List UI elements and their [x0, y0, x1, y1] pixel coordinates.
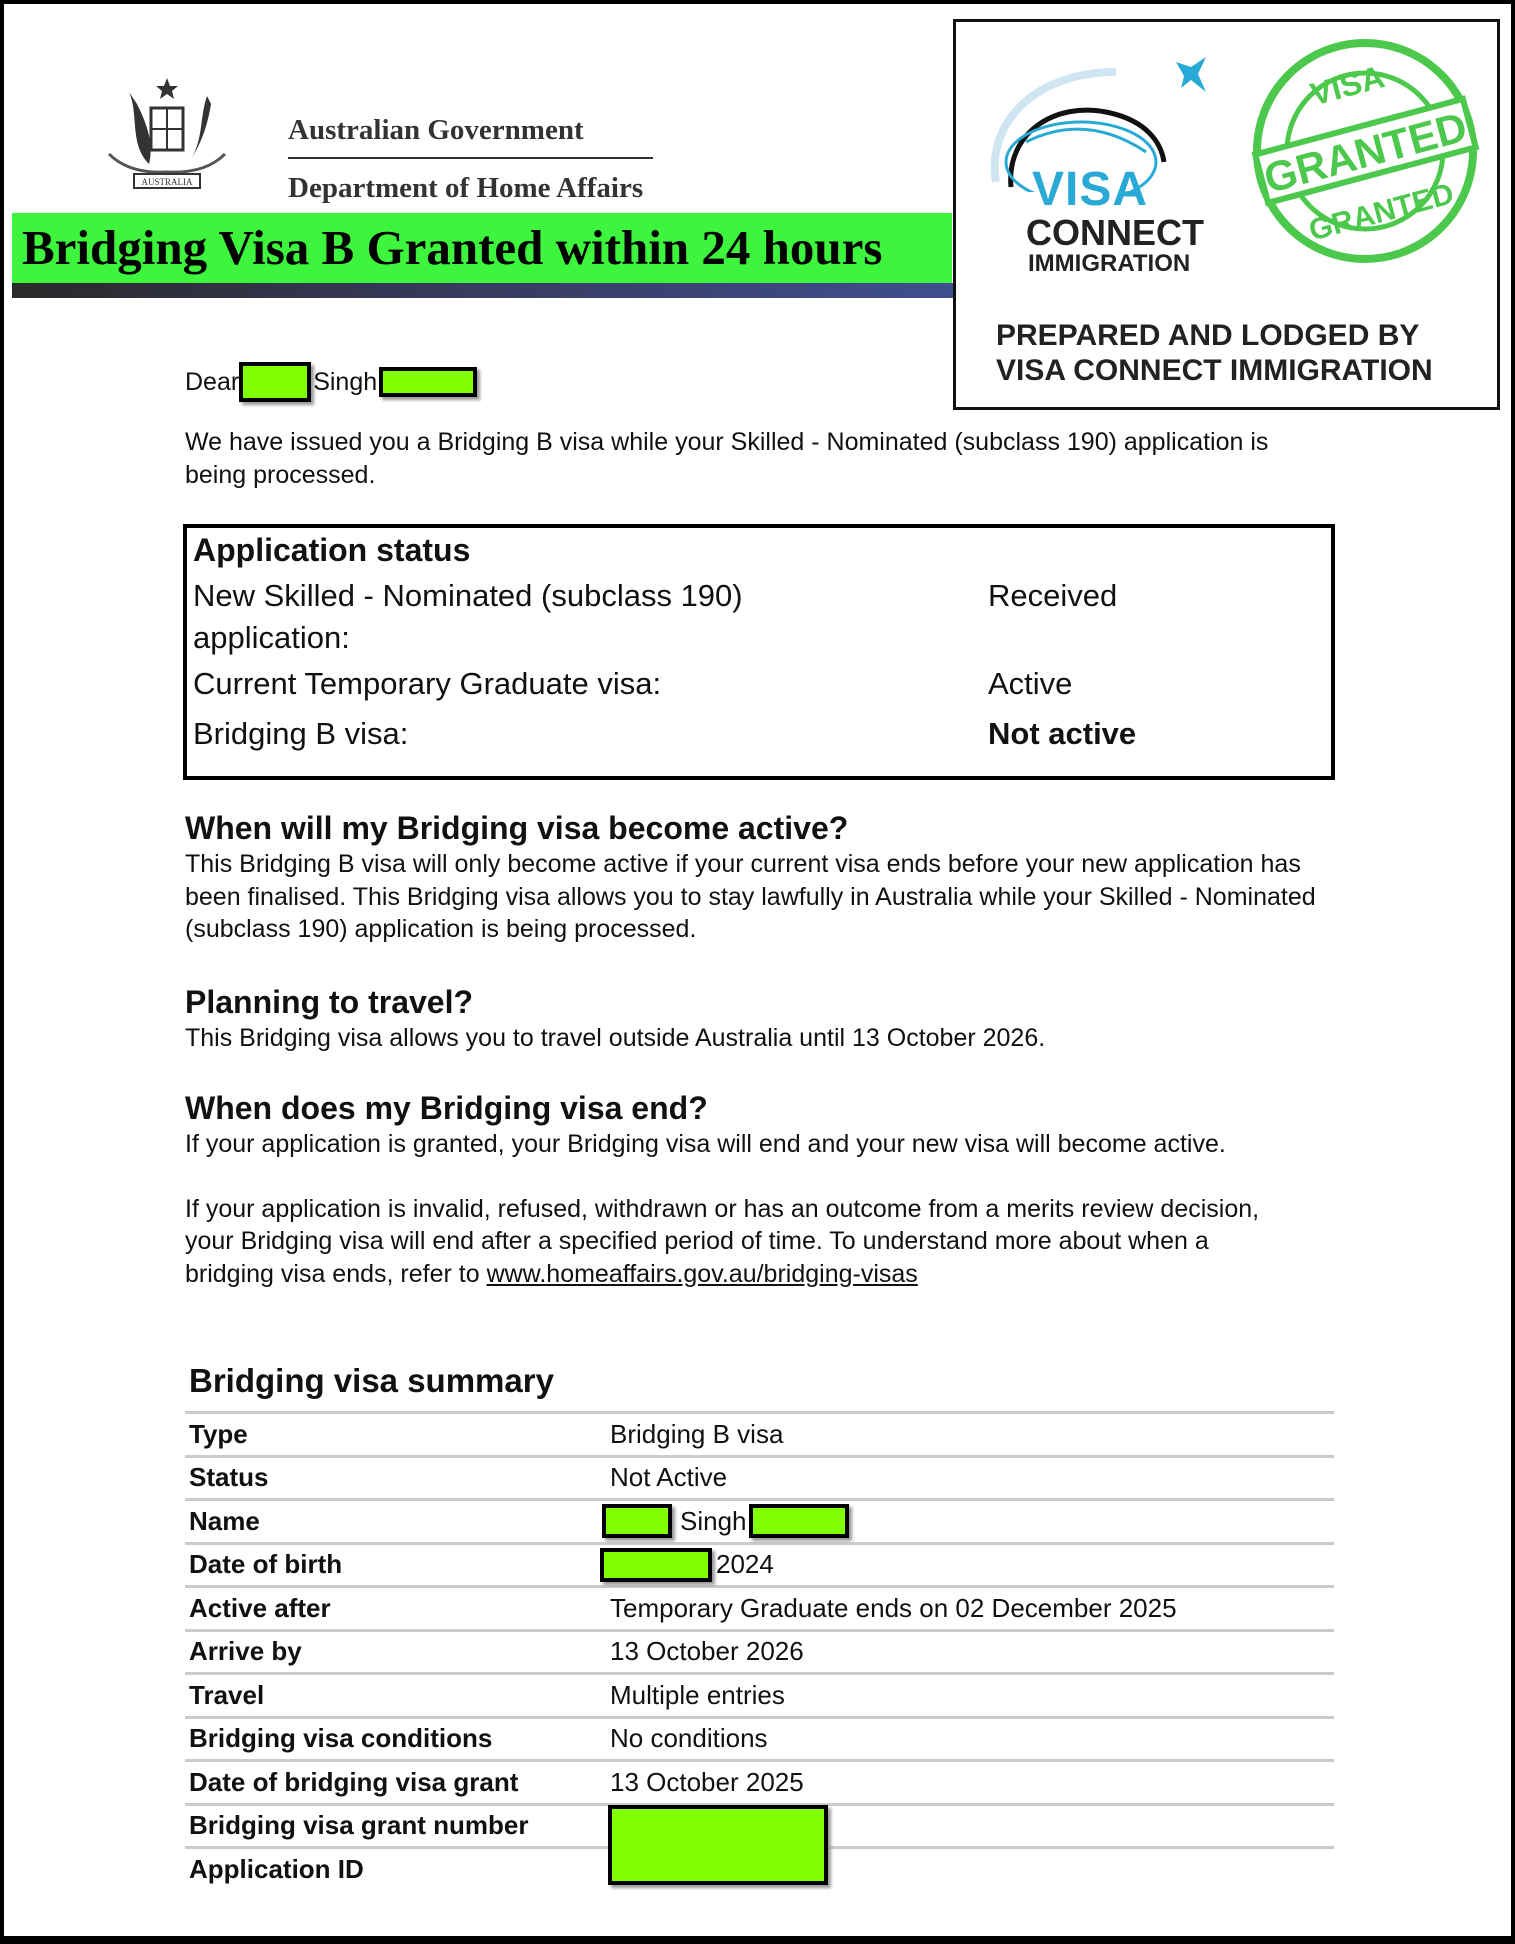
table-row: Type Bridging B visa [185, 1411, 1334, 1455]
bridging-visas-link[interactable]: www.homeaffairs.gov.au/bridging-visas [486, 1259, 918, 1288]
row-value: 2024 [600, 1547, 774, 1582]
table-row: Date of bridging visa grant 13 October 20… [185, 1759, 1334, 1803]
row-value: Multiple entries [610, 1679, 785, 1710]
logo-connect: CONNECT [1026, 212, 1204, 253]
divider [288, 157, 653, 159]
row-value: 13 October 2026 [610, 1636, 804, 1667]
row-label: Date of birth [189, 1549, 343, 1580]
redaction [600, 1547, 712, 1582]
body-text: If your application is invalid, refused,… [185, 1194, 1260, 1288]
svg-text:VISA: VISA [1307, 58, 1388, 112]
summary-title: Bridging visa summary [189, 1362, 554, 1399]
row-label: Status [189, 1462, 269, 1493]
granted-stamp-icon: GRANTED VISA GRANTED [1251, 39, 1480, 263]
row-label: Travel [189, 1679, 265, 1710]
row-label: Type [189, 1418, 248, 1449]
status-row: New Skilled - Nominated (subclass 190) a… [193, 575, 1325, 659]
status-row: Bridging B visa: Not active [193, 713, 1325, 755]
redaction [379, 367, 478, 397]
table-row: Active after Temporary Graduate ends on 0… [185, 1585, 1334, 1629]
row-label: Bridging visa conditions [189, 1723, 493, 1754]
status-value: Received [988, 578, 1118, 613]
table-row: Date of birth 2024 [185, 1541, 1334, 1586]
birth-year: 2024 [716, 1549, 774, 1580]
row-label: Arrive by [189, 1636, 302, 1667]
redaction [602, 1504, 672, 1539]
row-label: Date of bridging visa grant [189, 1766, 519, 1797]
status-label: Bridging B visa: [193, 716, 409, 751]
row-label: Name [189, 1505, 260, 1536]
header-bar [12, 283, 957, 298]
section-end: When does my Bridging visa end? If your … [185, 1088, 1295, 1290]
agency-box: VISA CONNECT IMMIGRATION GRANTED VISA GR… [953, 19, 1500, 410]
row-value: 13 October 2025 [610, 1766, 804, 1797]
intro-paragraph: We have issued you a Bridging B visa whi… [185, 428, 1269, 489]
gov-title: Australian Government [288, 114, 584, 146]
status-row: Current Temporary Graduate visa: Active [193, 663, 1325, 705]
row-label: Active after [189, 1592, 331, 1623]
section-active: When will my Bridging visa become active… [185, 808, 1335, 946]
logo-immigration: IMMIGRATION [1028, 250, 1191, 277]
row-value: No conditions [610, 1723, 768, 1754]
redaction [608, 1805, 828, 1885]
row-value: Temporary Graduate ends on 02 December 2… [610, 1592, 1177, 1623]
table-row: Name Singh [185, 1498, 1334, 1542]
section-body-2: If your application is invalid, refused,… [185, 1193, 1295, 1291]
section-travel: Planning to travel? This Bridging visa a… [185, 982, 1335, 1055]
table-row: Travel Multiple entries [185, 1672, 1334, 1716]
row-value: Not Active [610, 1462, 728, 1493]
section-body: This Bridging visa allows you to travel … [185, 1024, 1046, 1052]
section-heading: When does my Bridging visa end? [185, 1090, 708, 1126]
svg-text:AUSTRALIA: AUSTRALIA [142, 177, 193, 187]
table-row: Arrive by 13 October 2026 [185, 1628, 1334, 1673]
status-label: Current Temporary Graduate visa: [193, 666, 662, 701]
logo-visa: VISA [1032, 163, 1149, 216]
row-value: Bridging B visa [610, 1418, 784, 1449]
prepared-by: PREPARED AND LODGED BY VISA CONNECT IMMIG… [996, 318, 1433, 388]
coat-of-arms-icon: AUSTRALIA [107, 78, 227, 189]
table-row: Bridging visa conditions No conditions [185, 1715, 1334, 1760]
surname: Singh [680, 1505, 747, 1536]
application-status-box: Application status New Skilled - Nominat… [183, 524, 1335, 780]
summary-table: Type Bridging B visa Status Not Active Nam… [185, 1411, 1334, 1890]
section-body: This Bridging B visa will only become ac… [185, 850, 1316, 943]
status-value: Not active [988, 716, 1137, 751]
row-value: Singh [602, 1504, 849, 1539]
prepared-line-2: VISA CONNECT IMMIGRATION [996, 354, 1433, 387]
globe-plane-icon [990, 57, 1206, 192]
status-label: New Skilled - Nominated (subclass 190) a… [193, 578, 743, 655]
prepared-line-1: PREPARED AND LODGED BY [996, 319, 1420, 352]
dear-label: Dear [185, 367, 240, 396]
row-label: Application ID [189, 1853, 364, 1884]
headline-banner: Bridging Visa B Granted within 24 hours [12, 213, 952, 283]
table-row: Bridging visa grant number [185, 1802, 1334, 1847]
section-heading: When will my Bridging visa become active… [185, 810, 849, 846]
salutation: Dear Singh [185, 362, 478, 402]
table-row: Status Not Active [185, 1454, 1334, 1499]
row-label: Bridging visa grant number [189, 1810, 529, 1841]
redaction [239, 362, 312, 402]
redaction [748, 1504, 849, 1539]
section-heading: Planning to travel? [185, 984, 474, 1020]
section-body: If your application is granted, your Bri… [185, 1130, 1226, 1158]
department-title: Department of Home Affairs [288, 172, 644, 204]
status-value: Active [988, 666, 1073, 701]
surname: Singh [313, 367, 378, 396]
status-title: Application status [193, 532, 471, 568]
